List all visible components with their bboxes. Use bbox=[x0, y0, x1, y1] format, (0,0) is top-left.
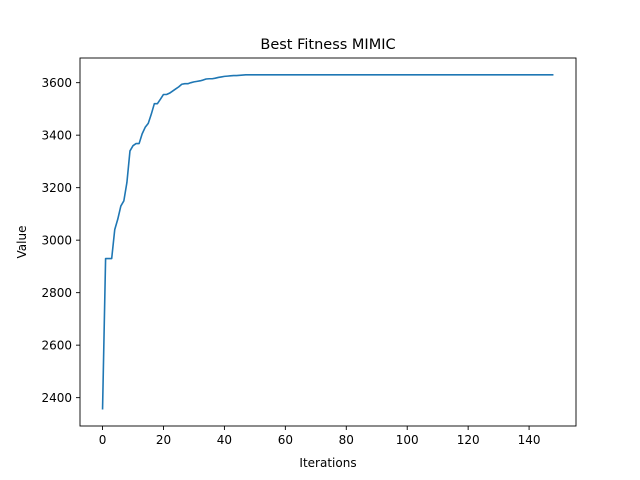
y-tick-label: 3400 bbox=[41, 129, 72, 143]
y-axis-label: Value bbox=[15, 226, 29, 259]
x-tick-label: 80 bbox=[339, 433, 354, 447]
y-tick-label: 2600 bbox=[41, 339, 72, 353]
x-tick-label: 140 bbox=[518, 433, 541, 447]
chart-title: Best Fitness MIMIC bbox=[260, 37, 395, 53]
x-tick-label: 20 bbox=[156, 433, 171, 447]
plot-area: 0 20 40 60 80 100 120 140 2400 2600 2800 3000 3200 34… bbox=[41, 57, 577, 447]
y-tick-label: 2400 bbox=[41, 391, 72, 405]
x-axis-label: Iterations bbox=[299, 456, 356, 470]
x-tick-label: 60 bbox=[278, 433, 293, 447]
x-tick-label: 100 bbox=[396, 433, 419, 447]
y-tick-label: 3600 bbox=[41, 76, 72, 90]
axes-frame bbox=[79, 57, 577, 427]
y-tick-label: 3200 bbox=[41, 181, 72, 195]
x-tick-label: 0 bbox=[99, 433, 107, 447]
y-tick-label: 2800 bbox=[41, 286, 72, 300]
x-tick-label: 120 bbox=[457, 433, 480, 447]
x-tick-label: 40 bbox=[217, 433, 232, 447]
y-tick-label: 3000 bbox=[41, 234, 72, 248]
series-line bbox=[101, 74, 554, 410]
